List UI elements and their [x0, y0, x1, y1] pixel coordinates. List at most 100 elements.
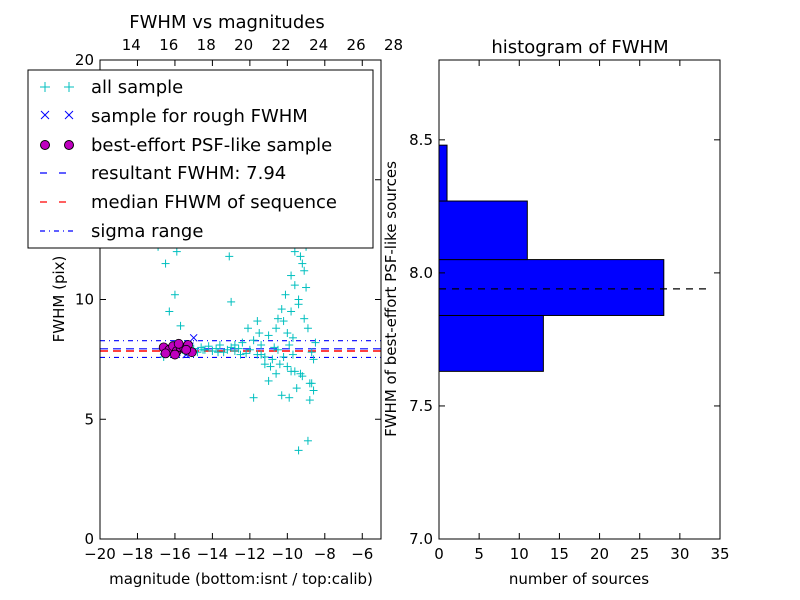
- all-sample-point: [253, 317, 262, 326]
- x-tick-label: −18: [122, 545, 154, 563]
- top-tick-label: 18: [197, 36, 216, 54]
- all-sample-point: [279, 352, 288, 361]
- all-sample-point: [275, 360, 284, 369]
- all-sample-point: [243, 324, 252, 333]
- histogram-bars: [438, 144, 665, 372]
- all-sample-point: [273, 345, 282, 354]
- all-sample-point: [268, 355, 277, 364]
- legend-entry-psf-sample: best-effort PSF-like sample: [40, 135, 332, 156]
- x-tick-label: 5: [474, 545, 484, 563]
- all-sample-point: [302, 283, 311, 292]
- all-sample-point: [283, 362, 292, 371]
- top-tick-label: 20: [234, 36, 253, 54]
- all-sample-point: [294, 300, 303, 309]
- all-sample-point: [255, 329, 264, 338]
- top-axis-ticks: 14 16 18 20 22 24 26 28: [122, 36, 403, 54]
- psf-sample-point: [173, 338, 184, 349]
- all-sample-point: [257, 350, 266, 359]
- all-sample-point: [215, 341, 224, 350]
- right-x-axis-label: number of sources: [509, 570, 649, 588]
- all-sample-point: [204, 342, 213, 351]
- all-sample-point: [266, 362, 275, 371]
- histogram-x-axis-ticks: 0 5 10 15 20 25 30 35: [434, 60, 730, 563]
- legend-label-all-sample: all sample: [91, 77, 183, 98]
- legend-label-psf-sample: best-effort PSF-like sample: [91, 135, 332, 156]
- right-chart-title: histogram of FWHM: [491, 37, 668, 58]
- all-sample-point: [309, 355, 318, 364]
- all-sample-point: [287, 307, 296, 316]
- all-sample-point: [279, 317, 288, 326]
- top-tick-label: 22: [272, 36, 291, 54]
- all-sample-point: [292, 384, 301, 393]
- all-sample-point: [300, 266, 309, 275]
- x-tick-label: −16: [159, 545, 191, 563]
- top-tick-label: 14: [122, 36, 141, 54]
- all-sample-point: [311, 338, 320, 347]
- all-sample-point: [307, 379, 316, 388]
- y-tick-label: 8.5: [409, 131, 433, 149]
- all-sample-point: [309, 386, 318, 395]
- legend-entry-resultant-fwhm: resultant FWHM: 7.94: [40, 163, 286, 184]
- y-tick-label: 7.0: [409, 530, 433, 548]
- all-sample-point: [264, 331, 273, 340]
- x-tick-label: −8: [314, 545, 336, 563]
- x-marker-icon: [40, 110, 74, 120]
- all-sample-point: [161, 259, 170, 268]
- x-tick-label: 30: [670, 545, 689, 563]
- x-tick-label: −12: [234, 545, 266, 563]
- left-y-axis-label: FWHM (pix): [50, 256, 68, 343]
- all-sample-point: [283, 329, 292, 338]
- legend-label-sigma-range: sigma range: [91, 221, 203, 242]
- all-sample-point: [249, 336, 258, 345]
- legend-entry-sigma-range: sigma range: [40, 221, 203, 242]
- x-tick-label: 0: [434, 545, 444, 563]
- top-tick-label: 28: [384, 36, 403, 54]
- all-sample-point: [257, 341, 266, 350]
- x-tick-label: −10: [272, 545, 304, 563]
- fwhm-vs-magnitude-plot: FWHM vs magnitudes 14 16 18 20 22 24 26 28 −20−…: [27, 12, 403, 588]
- left-x-axis-label: magnitude (bottom:isnt / top:calib): [109, 570, 373, 588]
- y-tick-label: 0: [84, 530, 94, 548]
- circle-marker-icon: [40, 140, 74, 150]
- all-sample-point: [236, 350, 245, 359]
- legend-label-median-fwhm: median FHWM of sequence: [91, 192, 337, 213]
- plus-marker-icon: [40, 82, 74, 92]
- all-sample-point: [296, 252, 305, 261]
- legend: all sample sample for rough FWHM best-ef…: [27, 69, 374, 249]
- all-sample-point: [260, 360, 269, 369]
- y-tick-label: 5: [84, 410, 94, 428]
- left-chart-title: FWHM vs magnitudes: [129, 12, 324, 33]
- y-tick-label: 20: [75, 51, 94, 69]
- histogram-bar: [438, 259, 665, 316]
- legend-entry-median-fwhm: median FHWM of sequence: [40, 192, 337, 213]
- x-tick-label: 35: [710, 545, 729, 563]
- all-sample-point: [294, 446, 303, 455]
- all-sample-point: [303, 324, 312, 333]
- all-sample-point: [287, 271, 296, 280]
- top-tick-label: 24: [309, 36, 328, 54]
- histogram-bar: [438, 144, 448, 202]
- x-tick-label: −14: [197, 545, 229, 563]
- all-sample-point: [300, 314, 309, 323]
- all-sample-point: [176, 321, 185, 330]
- histogram-y-axis-ticks: 7.0 7.5 8.0 8.5: [409, 131, 720, 548]
- psf-sample-point: [170, 349, 180, 360]
- all-sample-point: [238, 338, 247, 347]
- right-y-axis-label: FWHM of best-effort PSF-like sources: [382, 161, 400, 437]
- rough-sample-point: [189, 333, 198, 342]
- x-tick-label: −20: [84, 545, 116, 563]
- all-sample-point: [288, 333, 297, 342]
- all-sample-point: [264, 376, 273, 385]
- all-sample-point: [296, 369, 305, 378]
- all-sample-point: [249, 393, 258, 402]
- all-sample-point: [290, 247, 299, 256]
- all-sample-point: [272, 369, 281, 378]
- all-sample-point: [234, 344, 243, 353]
- all-sample-point: [277, 391, 286, 400]
- all-sample-point: [272, 324, 281, 333]
- x-tick-label: 10: [510, 545, 529, 563]
- legend-box: [27, 69, 374, 249]
- all-sample-point: [305, 396, 314, 405]
- y-tick-label: 8.0: [409, 264, 433, 282]
